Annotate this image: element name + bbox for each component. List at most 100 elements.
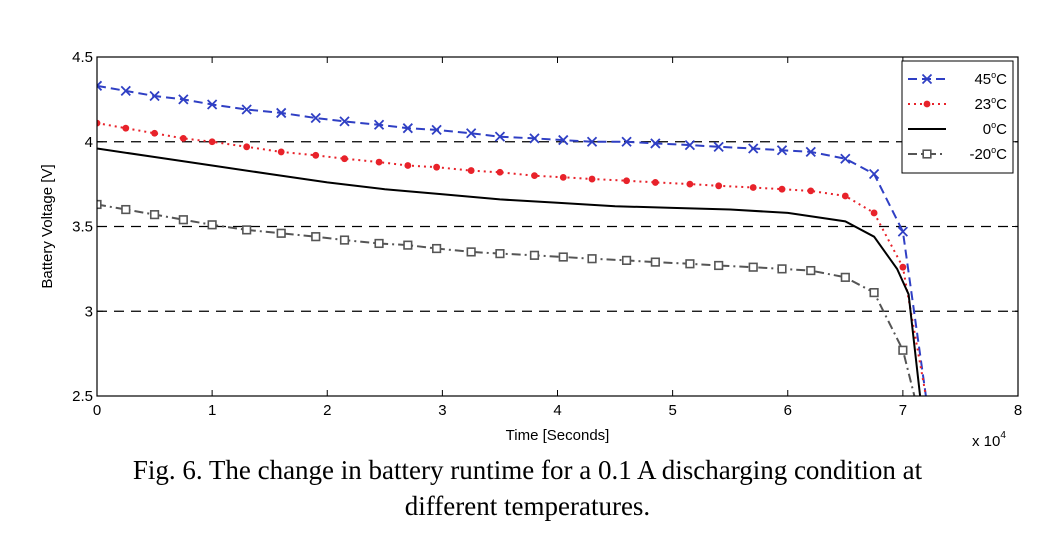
data-point: [558, 252, 568, 262]
series-line: [97, 147, 922, 396]
data-point: [494, 131, 506, 142]
data-point: [684, 140, 696, 151]
data-point: [208, 138, 216, 146]
data-point: [310, 112, 321, 124]
x-multiplier-base: x 10: [972, 433, 1000, 450]
data-point: [749, 184, 757, 191]
data-point: [587, 254, 597, 264]
data-point: [623, 177, 630, 185]
data-point: [339, 235, 350, 245]
data-point: [778, 185, 786, 193]
legend-label: 23oC: [974, 95, 1007, 113]
data-point: [713, 141, 724, 152]
data-point: [207, 220, 217, 230]
y-tick-label: 4: [85, 134, 93, 151]
data-point: [898, 345, 908, 355]
x-tick-label: 1: [208, 402, 216, 419]
data-point: [868, 168, 880, 180]
data-point: [339, 116, 350, 127]
data-point: [466, 247, 476, 257]
series-3: [97, 199, 916, 396]
data-point: [97, 80, 103, 91]
data-point: [805, 146, 816, 158]
data-point: [586, 136, 598, 147]
grid-lines: [97, 141, 1018, 312]
data-point: [651, 179, 659, 186]
legend-marker: [922, 149, 932, 159]
legend-item: -20oC: [908, 145, 1007, 163]
y-tick-label: 3.5: [72, 219, 93, 236]
series-line: [97, 122, 927, 396]
x-tick-label: 5: [668, 402, 676, 419]
data-point: [840, 272, 850, 282]
data-point: [243, 143, 251, 151]
data-point: [178, 215, 188, 225]
x-axis-label: Time [Seconds]: [506, 427, 610, 444]
data-point: [621, 255, 632, 266]
legend-marker: [923, 100, 931, 108]
data-point: [404, 162, 412, 169]
data-point: [650, 138, 661, 149]
data-point: [120, 85, 131, 97]
data-point: [899, 263, 907, 271]
data-point: [897, 226, 909, 237]
data-point: [311, 232, 321, 242]
data-point: [776, 145, 788, 156]
data-point: [840, 153, 851, 164]
data-point: [715, 182, 723, 190]
data-point: [588, 175, 596, 183]
data-point: [714, 260, 724, 271]
data-point: [97, 119, 101, 127]
y-axis-label: Battery Voltage [V]: [39, 164, 56, 288]
data-point: [529, 133, 540, 144]
data-point: [496, 168, 504, 176]
data-point: [869, 288, 879, 298]
data-point: [777, 264, 787, 274]
data-point: [807, 187, 815, 195]
data-point: [431, 124, 442, 136]
figure-caption: Fig. 6. The change in battery runtime fo…: [0, 452, 1055, 524]
data-point: [149, 210, 160, 220]
data-point: [97, 199, 102, 210]
data-point: [121, 204, 131, 215]
data-point: [402, 123, 413, 134]
data-point: [650, 257, 660, 267]
data-point: [373, 119, 385, 130]
data-point: [467, 167, 475, 174]
data-point: [151, 129, 158, 137]
data-point: [466, 128, 477, 139]
legend-label: 45oC: [974, 70, 1007, 88]
data-point: [748, 262, 758, 272]
y-tick-label: 2.5: [72, 388, 93, 405]
data-point: [277, 148, 285, 156]
data-point: [403, 240, 413, 250]
data-point: [179, 134, 187, 142]
series-line: [97, 203, 916, 396]
series-0: [97, 80, 927, 396]
axis-ticks: 2.5 3 3.5 4 4.5 0 1 2 3 4 5 6 7 8: [72, 49, 1022, 419]
data-point: [495, 249, 505, 259]
x-tick-label: 0: [93, 402, 101, 419]
data-point: [312, 151, 320, 159]
series-line: [97, 84, 927, 396]
caption-line-2: different temperatures.: [404, 491, 651, 521]
x-tick-label: 2: [323, 402, 331, 419]
data-point: [341, 155, 348, 163]
legend: 45oC 23oC 0oC -20oC: [901, 60, 1014, 174]
data-point: [621, 136, 632, 147]
data-point: [276, 228, 286, 238]
y-tick-label: 4.5: [72, 49, 93, 66]
data-point: [559, 173, 567, 181]
x-tick-label: 4: [553, 402, 561, 419]
series-1: [97, 119, 927, 396]
legend-label: -20oC: [969, 145, 1007, 163]
legend-item: 23oC: [908, 95, 1007, 113]
data-point: [206, 99, 218, 110]
data-point: [178, 94, 189, 105]
data-point: [685, 259, 695, 269]
data-point: [841, 192, 849, 200]
data-point: [870, 209, 878, 217]
data-point: [432, 243, 442, 254]
battery-voltage-chart: 2.5 3 3.5 4 4.5 0 1 2 3 4 5 6 7 8 Battery Voltage [V]…: [39, 49, 1022, 450]
x-tick-label: 6: [784, 402, 792, 419]
